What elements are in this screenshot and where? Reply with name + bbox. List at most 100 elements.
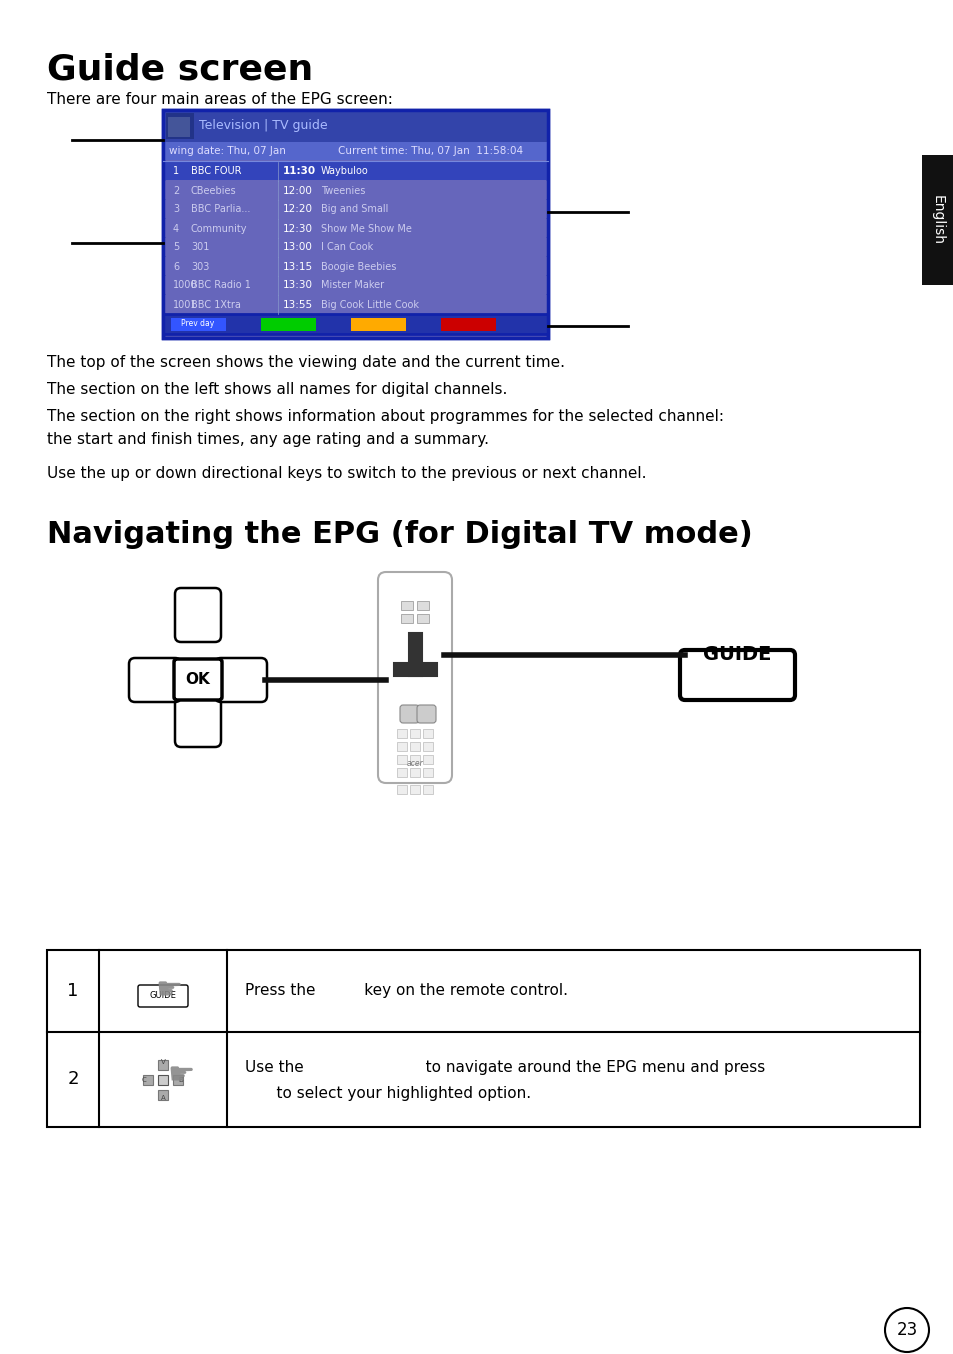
- FancyBboxPatch shape: [173, 659, 222, 700]
- FancyBboxPatch shape: [394, 663, 436, 676]
- Text: the start and finish times, any age rating and a summary.: the start and finish times, any age rati…: [47, 432, 489, 447]
- Text: 1: 1: [172, 167, 179, 176]
- FancyBboxPatch shape: [410, 728, 419, 738]
- Text: The section on the right shows information about programmes for the selected cha: The section on the right shows informati…: [47, 409, 723, 424]
- Text: Boogie Beebies: Boogie Beebies: [320, 261, 395, 272]
- FancyBboxPatch shape: [377, 571, 452, 783]
- FancyBboxPatch shape: [163, 314, 547, 334]
- Text: 13:00: 13:00: [283, 242, 313, 252]
- Text: BBC FOUR: BBC FOUR: [191, 167, 241, 176]
- Text: 23: 23: [896, 1322, 917, 1339]
- Text: Big Cook Little Cook: Big Cook Little Cook: [320, 299, 418, 310]
- FancyBboxPatch shape: [410, 768, 419, 777]
- Text: 5: 5: [172, 242, 179, 252]
- FancyBboxPatch shape: [172, 1075, 183, 1085]
- Text: 2: 2: [67, 1071, 79, 1089]
- FancyBboxPatch shape: [410, 742, 419, 751]
- Text: 13:15: 13:15: [283, 261, 313, 272]
- Text: There are four main areas of the EPG screen:: There are four main areas of the EPG scr…: [47, 92, 393, 107]
- Text: Current time: Thu, 07 Jan  11:58:04: Current time: Thu, 07 Jan 11:58:04: [337, 146, 522, 156]
- FancyBboxPatch shape: [422, 768, 433, 777]
- Text: A: A: [160, 1094, 165, 1101]
- FancyBboxPatch shape: [396, 742, 407, 751]
- Text: 12:30: 12:30: [283, 223, 313, 233]
- Text: ☛: ☛: [155, 978, 182, 1006]
- Text: 1: 1: [68, 982, 78, 1001]
- Text: GUIDE: GUIDE: [702, 646, 771, 665]
- Text: 3: 3: [172, 204, 179, 214]
- Text: 2: 2: [172, 185, 179, 195]
- Text: Waybuloo: Waybuloo: [320, 167, 369, 176]
- Text: Television | TV guide: Television | TV guide: [199, 119, 327, 133]
- FancyBboxPatch shape: [143, 1075, 152, 1085]
- FancyBboxPatch shape: [164, 276, 546, 294]
- Text: Mister Maker: Mister Maker: [320, 280, 384, 291]
- Text: Use the                         to navigate around the EPG menu and press: Use the to navigate around the EPG menu …: [245, 1060, 764, 1075]
- FancyBboxPatch shape: [422, 728, 433, 738]
- Text: CBeebies: CBeebies: [191, 185, 236, 195]
- FancyBboxPatch shape: [440, 318, 496, 330]
- Text: The top of the screen shows the viewing date and the current time.: The top of the screen shows the viewing …: [47, 355, 564, 370]
- FancyBboxPatch shape: [158, 1075, 168, 1085]
- Text: 301: 301: [191, 242, 209, 252]
- FancyBboxPatch shape: [214, 658, 267, 701]
- FancyBboxPatch shape: [416, 613, 429, 623]
- FancyBboxPatch shape: [396, 728, 407, 738]
- FancyBboxPatch shape: [164, 219, 546, 237]
- FancyBboxPatch shape: [351, 318, 406, 330]
- Text: 1001: 1001: [172, 299, 197, 310]
- Text: wing date: Thu, 07 Jan: wing date: Thu, 07 Jan: [169, 146, 286, 156]
- FancyBboxPatch shape: [168, 116, 190, 137]
- Text: to select your highlighted option.: to select your highlighted option.: [256, 1086, 531, 1101]
- Text: Navigating the EPG (for Digital TV mode): Navigating the EPG (for Digital TV mode): [47, 520, 752, 548]
- Text: acer: acer: [406, 758, 423, 768]
- FancyBboxPatch shape: [129, 658, 181, 701]
- FancyBboxPatch shape: [164, 162, 546, 180]
- FancyBboxPatch shape: [410, 785, 419, 793]
- FancyBboxPatch shape: [400, 613, 413, 623]
- FancyBboxPatch shape: [409, 634, 421, 676]
- Circle shape: [884, 1308, 928, 1353]
- Text: OK: OK: [186, 673, 211, 688]
- Text: The section on the left shows all names for digital channels.: The section on the left shows all names …: [47, 382, 507, 397]
- FancyBboxPatch shape: [164, 200, 546, 218]
- FancyBboxPatch shape: [163, 142, 547, 160]
- Text: English: English: [930, 195, 944, 245]
- FancyBboxPatch shape: [163, 110, 547, 338]
- FancyBboxPatch shape: [396, 756, 407, 764]
- Text: Big and Small: Big and Small: [320, 204, 388, 214]
- FancyBboxPatch shape: [138, 984, 188, 1007]
- Text: Guide screen: Guide screen: [47, 51, 313, 87]
- Text: 11:30: 11:30: [283, 167, 315, 176]
- Text: 12:00: 12:00: [283, 185, 313, 195]
- Text: 303: 303: [191, 261, 209, 272]
- FancyBboxPatch shape: [410, 756, 419, 764]
- Text: BBC Radio 1: BBC Radio 1: [191, 280, 251, 291]
- FancyBboxPatch shape: [166, 112, 193, 139]
- FancyBboxPatch shape: [174, 588, 221, 642]
- Text: Show Me Show Me: Show Me Show Me: [320, 223, 412, 233]
- Text: 6: 6: [172, 261, 179, 272]
- Text: Community: Community: [191, 223, 247, 233]
- FancyBboxPatch shape: [396, 785, 407, 793]
- FancyBboxPatch shape: [422, 756, 433, 764]
- Text: 12:20: 12:20: [283, 204, 313, 214]
- Text: BBC Parlia...: BBC Parlia...: [191, 204, 250, 214]
- Text: 4: 4: [172, 223, 179, 233]
- Text: Press the          key on the remote control.: Press the key on the remote control.: [245, 983, 567, 998]
- Text: Prev day: Prev day: [181, 320, 214, 329]
- FancyBboxPatch shape: [679, 650, 794, 700]
- FancyBboxPatch shape: [422, 785, 433, 793]
- FancyBboxPatch shape: [47, 951, 919, 1127]
- FancyBboxPatch shape: [396, 768, 407, 777]
- Text: 13:55: 13:55: [283, 299, 313, 310]
- FancyBboxPatch shape: [164, 238, 546, 256]
- Text: Tweenies: Tweenies: [320, 185, 365, 195]
- FancyBboxPatch shape: [422, 742, 433, 751]
- Text: Use the up or down directional keys to switch to the previous or next channel.: Use the up or down directional keys to s…: [47, 466, 646, 481]
- FancyBboxPatch shape: [174, 693, 221, 747]
- FancyBboxPatch shape: [158, 1059, 168, 1070]
- Text: C: C: [141, 1076, 146, 1082]
- FancyBboxPatch shape: [164, 181, 546, 199]
- Text: BBC 1Xtra: BBC 1Xtra: [191, 299, 240, 310]
